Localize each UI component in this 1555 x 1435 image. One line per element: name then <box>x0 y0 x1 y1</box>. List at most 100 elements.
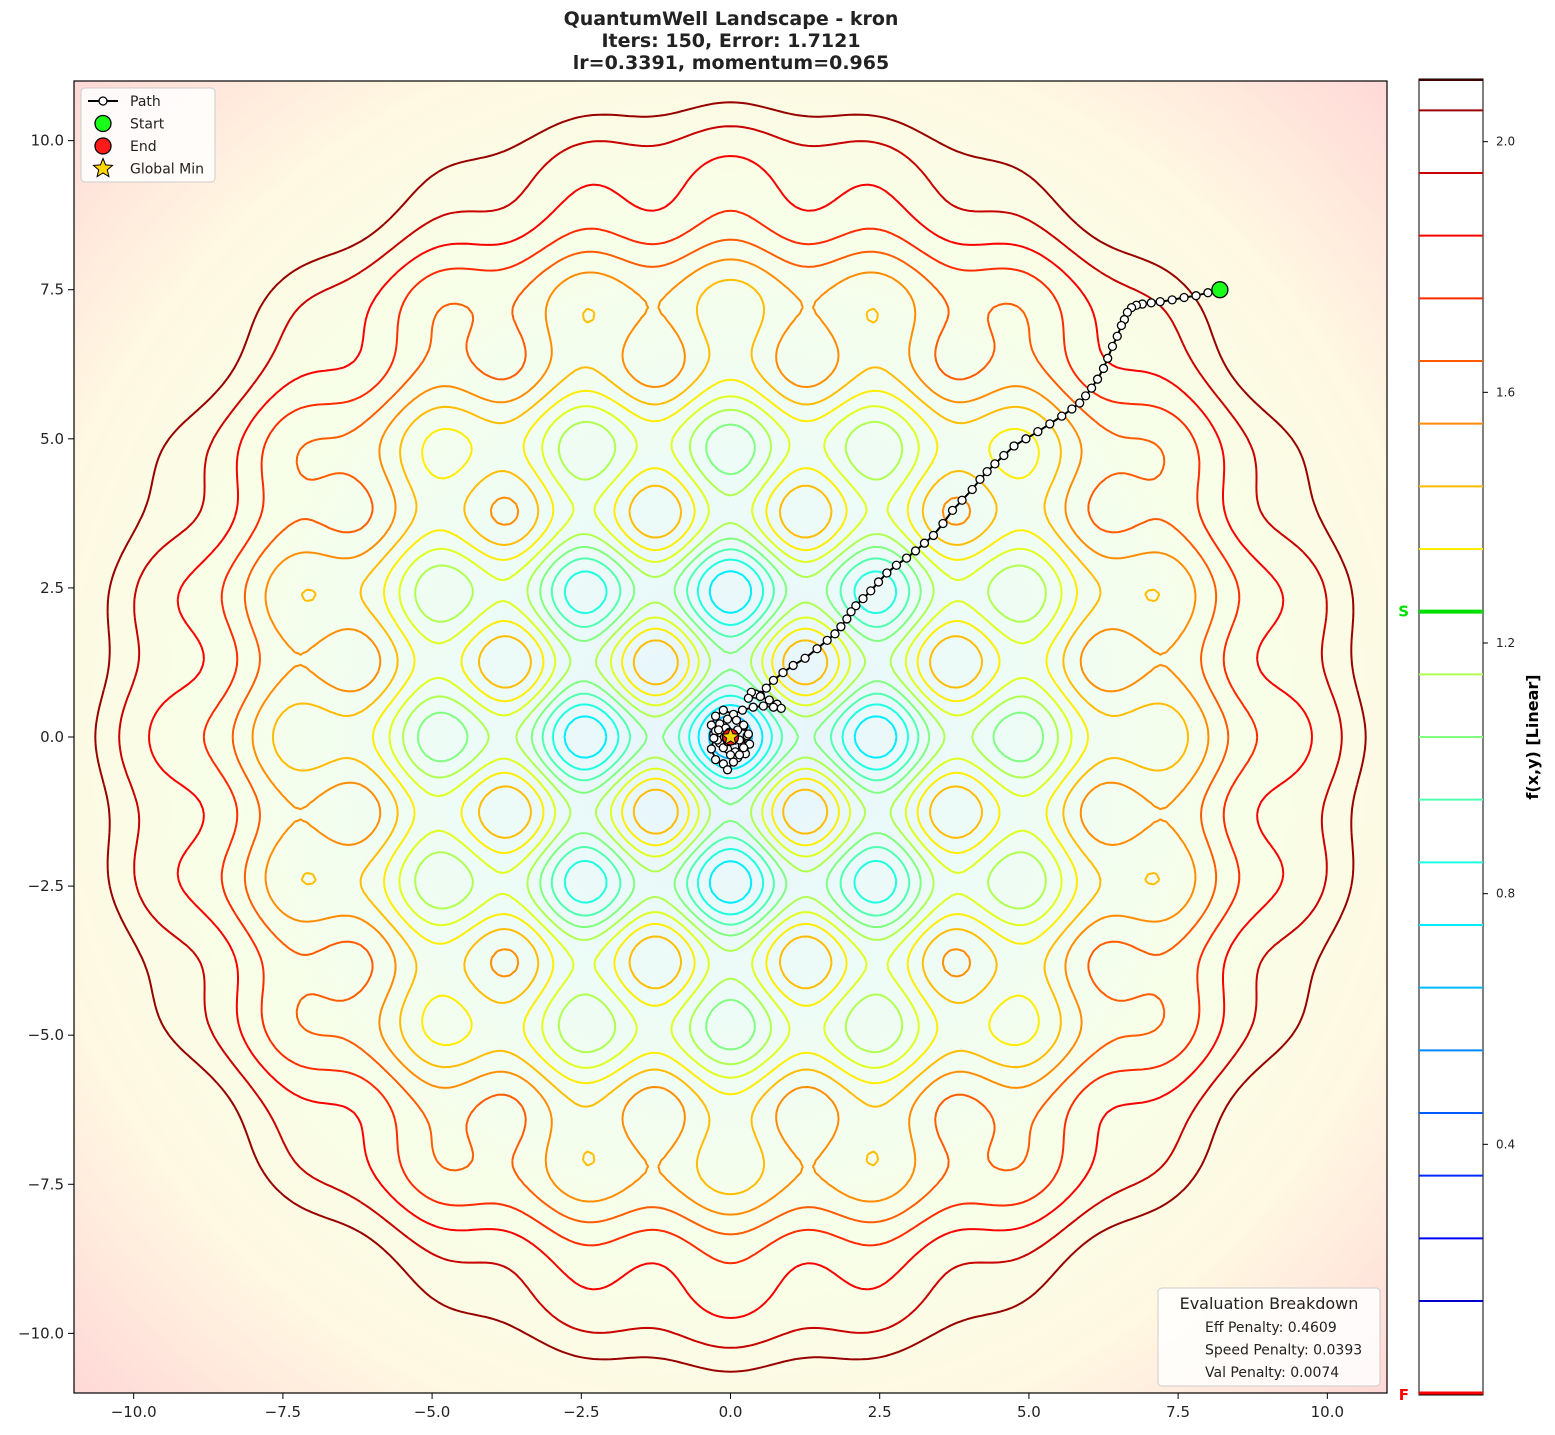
y-tick-label: 0.0 <box>40 728 64 746</box>
colorbar: S F 0.4 0.8 1.2 1.6 2.0 f(x,y) [Linear] <box>1398 78 1542 1404</box>
x-tick-label: 2.5 <box>868 1403 892 1421</box>
contour-level <box>371 378 1090 1096</box>
start-marker <box>1211 281 1229 299</box>
x-tick-label: −7.5 <box>265 1403 301 1421</box>
path-point <box>957 495 967 505</box>
path-point <box>975 474 985 485</box>
path-point <box>743 729 754 739</box>
legend-path-point <box>98 96 108 106</box>
path-point <box>1067 404 1077 414</box>
title-line-3: lr=0.3391, momentum=0.965 <box>572 52 890 74</box>
path-point <box>1203 288 1213 298</box>
path-point <box>1086 383 1097 393</box>
path-point <box>910 546 921 556</box>
contour-level <box>271 278 1190 1196</box>
x-tick-label: −2.5 <box>563 1403 599 1421</box>
path-point <box>776 703 786 714</box>
contour-level <box>402 408 1059 1066</box>
legend-entry-label: Global Min <box>130 162 204 178</box>
global-min-marker <box>720 726 741 746</box>
path-point <box>1146 298 1156 308</box>
path-point <box>706 744 717 754</box>
y-tick-label: −5.0 <box>28 1026 64 1044</box>
contour-lines <box>94 101 1367 1373</box>
path-point <box>737 705 748 715</box>
eval-line: Speed Penalty: 0.0393 <box>1205 1343 1362 1359</box>
markers <box>720 281 1229 746</box>
y-tick-label: −10.0 <box>18 1324 64 1342</box>
path-point <box>1107 341 1118 352</box>
colorbar-tick-label: 1.2 <box>1496 636 1515 650</box>
legend-entry-label: Path <box>130 94 161 110</box>
path-point <box>1112 331 1122 341</box>
x-tick-label: 5.0 <box>1017 1403 1041 1421</box>
eval-line: Eff Penalty: 0.4609 <box>1205 1320 1337 1336</box>
path-point <box>891 560 902 570</box>
path-point <box>758 701 768 711</box>
legend-star-marker <box>92 157 114 178</box>
colorbar-label: f(x,y) [Linear] <box>1523 674 1542 799</box>
y-tick-label: 7.5 <box>40 281 64 299</box>
path-point <box>1155 297 1165 307</box>
path-point <box>738 720 749 730</box>
path-point <box>738 743 749 753</box>
legend-entry-label: Start <box>130 117 165 133</box>
x-tick-label: 10.0 <box>1311 1403 1344 1421</box>
x-tick-label: −10.0 <box>111 1403 157 1421</box>
path-point <box>743 693 754 703</box>
path-point <box>1098 363 1109 374</box>
chart-title: QuantumWell Landscape - kron Iters: 150,… <box>0 8 1462 74</box>
path-point <box>947 505 958 516</box>
path-point <box>1167 295 1177 305</box>
legend-end-marker <box>94 137 112 155</box>
eval-title: Evaluation Breakdown <box>1180 1294 1359 1313</box>
colorbar-tick-label: 2.0 <box>1496 135 1515 149</box>
title-line-2: Iters: 150, Error: 1.7121 <box>601 30 861 52</box>
title-line-1: QuantumWell Landscape - kron <box>563 8 899 30</box>
legend-start-marker <box>94 114 112 133</box>
path-point <box>822 635 832 646</box>
path-point <box>1074 398 1085 408</box>
path-point <box>1033 427 1043 437</box>
path-point <box>1103 353 1113 363</box>
path-point <box>768 675 779 685</box>
contour-level <box>251 258 1210 1216</box>
path-point <box>713 725 724 735</box>
path-point <box>710 711 721 721</box>
path-point <box>734 750 745 760</box>
contour-level <box>118 125 1343 1349</box>
path-point <box>812 644 822 654</box>
path-point <box>1092 374 1103 384</box>
contour-level <box>148 155 1313 1319</box>
colorbar-start-label: S <box>1398 603 1409 621</box>
path-point <box>728 757 739 767</box>
path-point <box>710 755 721 765</box>
path-point <box>1191 291 1201 301</box>
path-point <box>882 568 892 578</box>
optimizer-path <box>706 285 1225 775</box>
x-tick-label: 0.0 <box>719 1403 743 1421</box>
contour-level <box>231 238 1230 1236</box>
legend-entry-label: End <box>130 139 157 155</box>
path-point <box>722 714 733 724</box>
path-point <box>731 715 742 725</box>
legend-box <box>80 87 216 183</box>
y-tick-label: 2.5 <box>40 579 64 597</box>
x-tick-label: −5.0 <box>414 1403 450 1421</box>
y-tick-label: 5.0 <box>40 430 64 448</box>
x-tick-label: 7.5 <box>1166 1403 1190 1421</box>
path-point <box>967 484 977 495</box>
evaluation-breakdown-box: Evaluation Breakdown Eff Penalty: 0.4609 S… <box>1157 1287 1381 1387</box>
path-point <box>718 705 728 715</box>
eval-box-frame <box>1157 1287 1381 1387</box>
contour-level <box>94 101 1367 1373</box>
path-point <box>788 660 798 671</box>
path-point <box>866 586 876 596</box>
path-point <box>1116 320 1127 331</box>
path-point <box>1080 391 1091 401</box>
path-point <box>1009 441 1019 451</box>
path-point <box>901 553 912 563</box>
path-point <box>982 466 992 477</box>
eval-line: Val Penalty: 0.0074 <box>1205 1365 1339 1381</box>
